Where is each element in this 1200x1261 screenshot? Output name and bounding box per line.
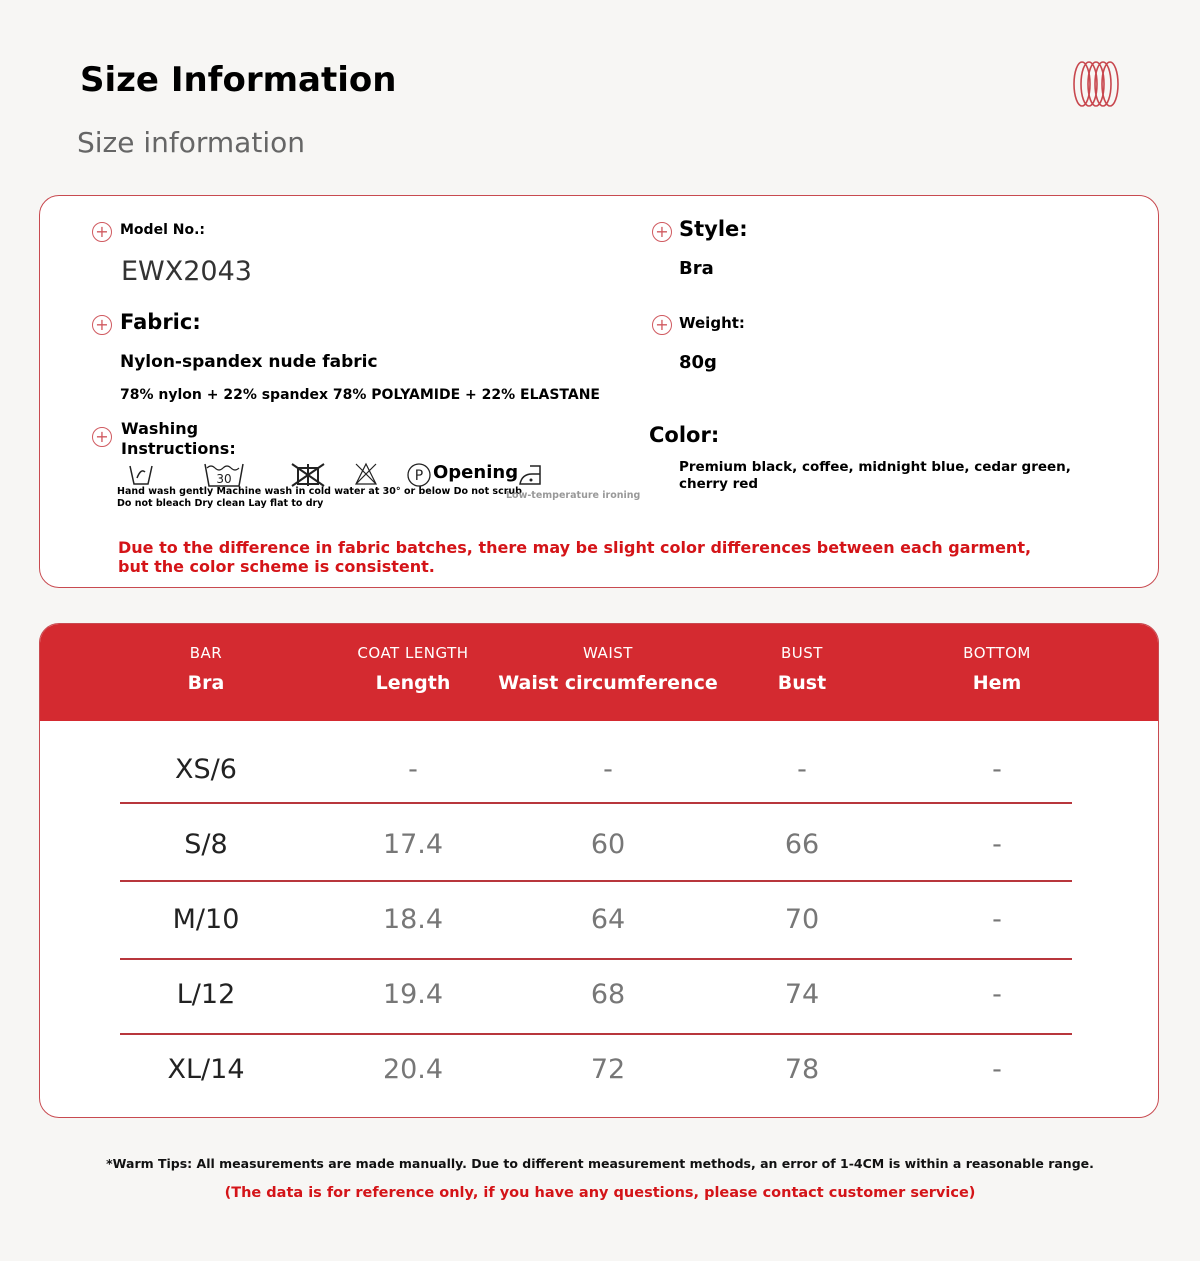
- column-header: BAR Bra: [96, 624, 316, 721]
- measurement-cell: 17.4: [382, 829, 444, 860]
- product-info-card: [39, 195, 1159, 588]
- measurement-cell: -: [992, 979, 1002, 1010]
- measurement-cell: -: [992, 829, 1002, 860]
- measurement-cell: -: [992, 1054, 1002, 1085]
- measurement-cell: -: [408, 754, 418, 785]
- warm-tip: *Warm Tips: All measurements are made ma…: [106, 1156, 1094, 1171]
- column-header: COAT LENGTH Length: [303, 624, 523, 721]
- style-label: Style:: [679, 217, 748, 241]
- washing-text-line1: Hand wash gently Machine wash in cold wa…: [117, 486, 522, 497]
- measurement-cell: -: [797, 754, 807, 785]
- washing-label: Washing Instructions:: [121, 419, 236, 459]
- washing-label-line2: Instructions:: [121, 439, 236, 458]
- measurement-cell: 74: [784, 979, 820, 1010]
- measurement-cell: -: [992, 754, 1002, 785]
- size-cell: XL/14: [167, 1054, 245, 1085]
- column-header-label: Hem: [972, 672, 1022, 694]
- notice-line1: Due to the difference in fabric batches,…: [118, 538, 1032, 557]
- washing-label-line1: Washing: [121, 419, 199, 438]
- measurement-cell: 68: [590, 979, 626, 1010]
- row-divider: [120, 1033, 1072, 1035]
- do-not-scrub-icon: [291, 463, 325, 487]
- iron-low-temp-icon: [519, 465, 541, 485]
- size-table: BAR Bra COAT LENGTH Length WAIST Waist circum…: [39, 623, 1159, 1118]
- page-title: Size Information: [80, 60, 397, 100]
- model-label: Model No.:: [120, 222, 205, 238]
- page-subtitle: Size information: [77, 126, 305, 159]
- size-cell: S/8: [184, 829, 228, 860]
- row-divider: [120, 958, 1072, 960]
- coil-rings-icon: [1073, 61, 1119, 107]
- table-header: BAR Bra COAT LENGTH Length WAIST Waist circum…: [40, 624, 1158, 721]
- column-header: BOTTOM Hem: [887, 624, 1107, 721]
- measurement-cell: 18.4: [382, 904, 444, 935]
- size-cell: XS/6: [175, 754, 237, 785]
- weight-value: 80g: [679, 352, 717, 373]
- measurement-cell: 60: [590, 829, 626, 860]
- style-value: Bra: [679, 258, 714, 279]
- measurement-cell: 70: [784, 904, 820, 935]
- model-value: EWX2043: [121, 256, 252, 287]
- column-header-en: BOTTOM: [963, 644, 1031, 662]
- measurement-cell: 19.4: [382, 979, 444, 1010]
- column-header-en: COAT LENGTH: [357, 644, 469, 662]
- column-header-label: Bust: [777, 672, 827, 694]
- size-cell: L/12: [176, 979, 236, 1010]
- color-value: Premium black, coffee, midnight blue, ce…: [679, 459, 1071, 492]
- color-notice: Due to the difference in fabric batches,…: [118, 538, 1031, 576]
- ironing-text: Low-temperature ironing: [506, 490, 641, 501]
- svg-text:30: 30: [216, 472, 231, 486]
- measurement-cell: 64: [590, 904, 626, 935]
- measurement-cell: -: [603, 754, 613, 785]
- column-header-en: WAIST: [583, 644, 633, 662]
- do-not-bleach-icon: [355, 462, 377, 485]
- column-header-label: Length: [375, 672, 451, 694]
- washing-opening: Opening: [433, 462, 519, 483]
- measurement-cell: 20.4: [382, 1054, 444, 1085]
- fabric-composition: 78% nylon + 22% spandex 78% POLYAMIDE + …: [120, 387, 600, 403]
- fabric-value: Nylon-spandex nude fabric: [120, 352, 378, 372]
- svg-text:P: P: [415, 468, 423, 484]
- column-header: WAIST Waist circumference: [498, 624, 718, 721]
- hand-wash-icon: [129, 465, 153, 485]
- machine-wash-30-icon: 30: [204, 463, 244, 487]
- notice-line2: but the color scheme is consistent.: [118, 557, 435, 576]
- measurement-cell: 66: [784, 829, 820, 860]
- plus-circle-icon: +: [92, 315, 112, 335]
- disclaimer: (The data is for reference only, if you …: [224, 1185, 976, 1201]
- washing-text-line2: Do not bleach Dry clean Lay flat to dry: [117, 498, 324, 509]
- row-divider: [120, 802, 1072, 804]
- column-header: BUST Bust: [692, 624, 912, 721]
- column-header-en: BAR: [189, 644, 223, 662]
- measurement-cell: 78: [784, 1054, 820, 1085]
- fabric-label: Fabric:: [120, 310, 201, 334]
- column-header-en: BUST: [781, 644, 823, 662]
- washing-instructions-text: Hand wash gently Machine wash in cold wa…: [117, 486, 522, 510]
- dry-clean-icon: P: [407, 463, 431, 487]
- color-label: Color:: [649, 423, 720, 447]
- weight-label: Weight:: [679, 314, 745, 332]
- plus-circle-icon: +: [652, 222, 672, 242]
- plus-circle-icon: +: [92, 222, 112, 242]
- plus-circle-icon: +: [652, 315, 672, 335]
- column-header-label: Bra: [187, 672, 225, 694]
- size-cell: M/10: [172, 904, 240, 935]
- measurement-cell: 72: [590, 1054, 626, 1085]
- measurement-cell: -: [992, 904, 1002, 935]
- plus-circle-icon: +: [92, 427, 112, 447]
- row-divider: [120, 880, 1072, 882]
- column-header-label: Waist circumference: [498, 672, 718, 694]
